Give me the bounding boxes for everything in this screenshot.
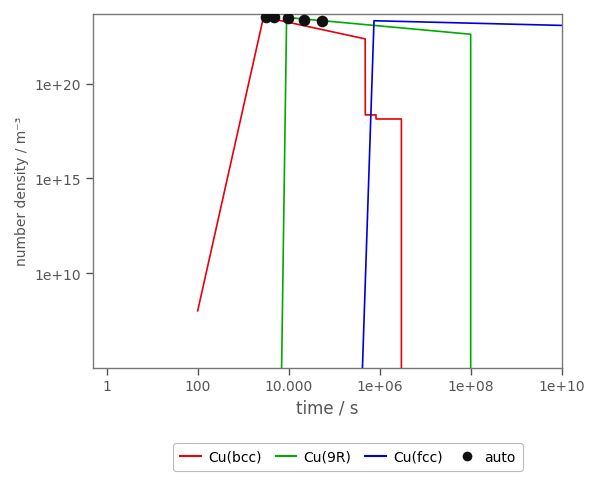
- Point: [262, 14, 271, 22]
- Point: [269, 14, 279, 22]
- Y-axis label: number density / m⁻³: number density / m⁻³: [15, 117, 29, 266]
- Point: [299, 17, 309, 24]
- X-axis label: time / s: time / s: [296, 399, 359, 417]
- Point: [283, 15, 292, 23]
- Legend: Cu(bcc), Cu(9R), Cu(fcc), auto: Cu(bcc), Cu(9R), Cu(fcc), auto: [173, 443, 523, 471]
- Point: [317, 18, 327, 26]
